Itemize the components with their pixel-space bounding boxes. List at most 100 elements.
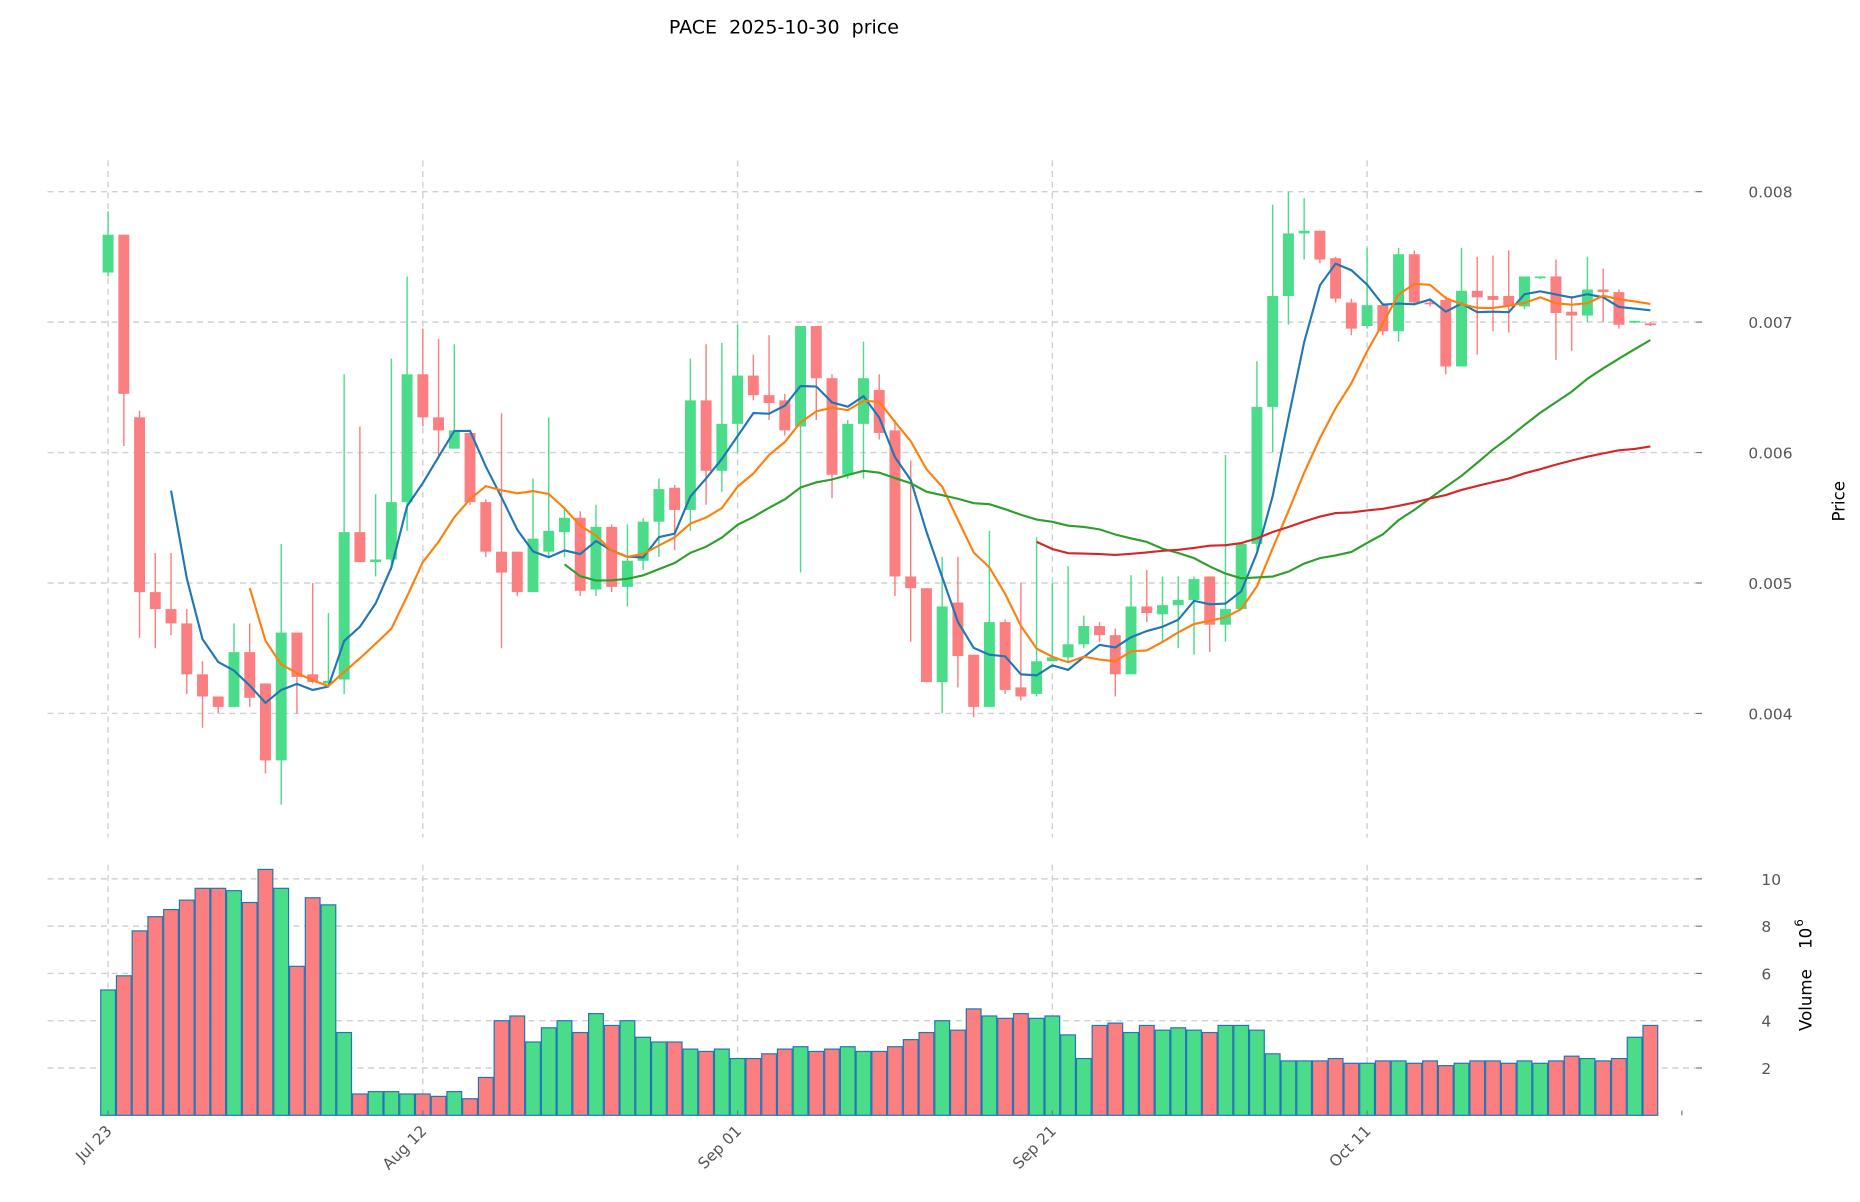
candle-body <box>417 374 429 418</box>
volume-exponent-base: 10 <box>1796 928 1815 949</box>
candle-body <box>1471 290 1483 298</box>
candle-body <box>1188 579 1200 600</box>
volume-tick-label: 6 <box>1761 965 1771 983</box>
candle-body <box>1298 230 1310 234</box>
candle-body <box>181 623 193 675</box>
volume-bar <box>399 1093 416 1116</box>
candle-body <box>1330 258 1342 299</box>
volume-bar <box>1532 1062 1549 1116</box>
volume-bar <box>540 1027 557 1116</box>
candle-body <box>1094 626 1106 636</box>
volume-bar <box>1406 1062 1423 1116</box>
candle-body <box>1314 230 1326 260</box>
volume-bar <box>824 1048 840 1116</box>
volume-bar <box>965 1008 982 1116</box>
candle-body <box>637 521 649 561</box>
volume-bar <box>1626 1036 1643 1116</box>
volume-bar <box>304 897 321 1116</box>
volume-bar <box>1028 1017 1045 1116</box>
candle-body <box>968 654 980 707</box>
candle-body <box>1062 644 1074 658</box>
volume-bar <box>871 1050 888 1116</box>
volume-bar <box>1060 1034 1077 1116</box>
volume-bar <box>1186 1029 1202 1116</box>
volume-bar <box>650 1041 667 1116</box>
volume-bar <box>1500 1062 1517 1116</box>
candle-body <box>212 696 224 707</box>
volume-bar <box>131 930 148 1116</box>
candle-body <box>1440 299 1452 367</box>
candle-body <box>920 588 932 683</box>
volume-bar <box>1264 1053 1281 1116</box>
volume-bar <box>745 1057 762 1116</box>
volume-tick-label: 2 <box>1761 1060 1771 1078</box>
volume-bar <box>682 1048 699 1116</box>
candle-body <box>1015 687 1027 697</box>
candle-body <box>464 432 476 503</box>
candle-body <box>149 592 161 610</box>
ma10-line <box>248 282 1651 688</box>
candle-body <box>1644 323 1656 326</box>
volume-bar <box>163 909 179 1116</box>
volume-bar <box>1075 1057 1092 1116</box>
volume-bar <box>241 901 258 1116</box>
volume-label-text: Volume <box>1796 969 1815 1031</box>
chart-title: PACE 2025-10-30 price <box>669 16 899 38</box>
candle-body <box>684 400 696 510</box>
date-tick-label: Aug 12 <box>379 1122 430 1173</box>
volume-bar <box>1327 1057 1344 1116</box>
candle-body <box>1345 302 1357 329</box>
candle-body <box>1282 233 1294 297</box>
volume-bar <box>761 1053 778 1116</box>
volume-bar <box>147 916 164 1116</box>
candle-body <box>1267 296 1279 407</box>
candle-body <box>1172 599 1184 606</box>
candle-body <box>433 417 445 431</box>
volume-bar <box>1390 1060 1407 1116</box>
volume-bar <box>1359 1062 1376 1116</box>
volume-bar <box>1579 1057 1596 1116</box>
volume-bar <box>178 899 195 1116</box>
volume-bar <box>1437 1065 1454 1116</box>
volume-bar <box>1154 1029 1171 1116</box>
moving-average-lines <box>169 262 1651 705</box>
volume-bar <box>1453 1062 1470 1116</box>
candle-body <box>1503 296 1515 307</box>
candle-body <box>842 423 854 475</box>
volume-bar <box>226 890 242 1116</box>
candle-body <box>1393 254 1405 332</box>
volume-bar <box>698 1050 715 1116</box>
ma5-line <box>169 262 1651 705</box>
candle-body <box>527 538 539 593</box>
candle-body <box>1408 254 1420 303</box>
candle-body <box>983 622 995 707</box>
volume-bars <box>100 868 1659 1116</box>
volume-bar <box>949 1029 966 1116</box>
volume-bar <box>713 1048 730 1116</box>
candle-body <box>1204 576 1216 625</box>
candle-body <box>873 389 885 433</box>
candle-body <box>1125 606 1137 675</box>
candle-body <box>826 378 838 475</box>
candle-body <box>1361 305 1373 327</box>
volume-bar <box>808 1050 825 1116</box>
candle-body <box>354 532 366 563</box>
volume-bar <box>1044 1015 1061 1116</box>
candle-body <box>716 423 728 471</box>
volume-bar <box>525 1041 541 1116</box>
volume-bar <box>587 1013 604 1116</box>
volume-bar <box>430 1095 447 1116</box>
candle-body <box>1534 276 1546 279</box>
volume-bar <box>1311 1060 1328 1116</box>
candle-body <box>480 502 492 552</box>
candle-body <box>1031 661 1043 694</box>
volume-bar <box>1485 1060 1501 1116</box>
price-tick-label: 0.005 <box>1748 575 1792 593</box>
volume-bar <box>1170 1027 1187 1116</box>
candle-body <box>732 375 744 424</box>
candle-body <box>1078 626 1090 645</box>
volume-bar <box>446 1091 463 1116</box>
volume-bar <box>1201 1031 1218 1116</box>
candle-body <box>275 632 287 761</box>
